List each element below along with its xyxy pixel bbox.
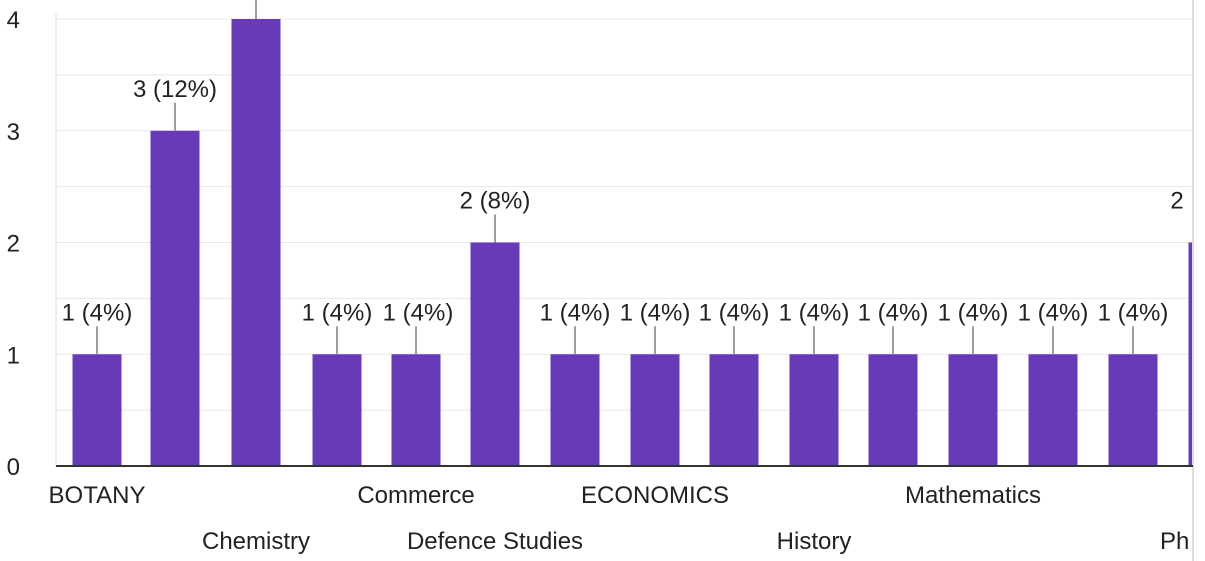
x-category-label: History — [777, 528, 852, 555]
data-label: 3 (12%) — [133, 76, 217, 103]
x-category-label: Mathematics — [905, 482, 1041, 509]
data-label: 1 (4%) — [858, 299, 929, 326]
x-category-label: BOTANY — [49, 482, 146, 509]
y-tick-label: 3 — [7, 119, 20, 146]
data-label: 1 (4%) — [620, 299, 691, 326]
y-tick-label: 2 — [7, 231, 20, 258]
y-axis-ticks: 0 1 2 3 4 — [7, 7, 20, 481]
bar — [231, 19, 281, 466]
data-label: 1 (4%) — [302, 299, 373, 326]
bar — [948, 354, 998, 466]
data-label: 1 (4%) — [540, 299, 611, 326]
bar — [72, 354, 122, 466]
x-category-label: Defence Studies — [407, 528, 583, 555]
bar — [868, 354, 918, 466]
x-category-label: Commerce — [357, 482, 474, 509]
data-label: 1 (4%) — [779, 299, 850, 326]
bar — [789, 354, 839, 466]
bar — [312, 354, 362, 466]
bar — [630, 354, 680, 466]
y-tick-label: 0 — [7, 454, 20, 481]
bar — [709, 354, 759, 466]
data-label: 2 — [1170, 188, 1183, 215]
data-label: 1 (4%) — [1098, 299, 1169, 326]
bar — [470, 242, 520, 466]
data-label: 1 (4%) — [938, 299, 1009, 326]
data-label: 1 (4%) — [62, 299, 133, 326]
data-label: 2 (8%) — [460, 188, 531, 215]
axis-lines — [55, 0, 1194, 561]
bar — [1028, 354, 1078, 466]
bar — [391, 354, 441, 466]
y-tick-label: 4 — [7, 7, 20, 34]
bar — [1108, 354, 1158, 466]
bar — [1188, 242, 1193, 466]
x-category-label: Ph — [1160, 528, 1189, 555]
x-axis-categories: BOTANY Chemistry Commerce Defence Studies EC… — [49, 482, 1190, 555]
data-label: 1 (4%) — [1018, 299, 1089, 326]
bars — [72, 19, 1193, 466]
bar — [150, 130, 200, 466]
x-category-label: Chemistry — [202, 528, 310, 555]
data-label: 1 (4%) — [699, 299, 770, 326]
data-label: 1 (4%) — [383, 299, 454, 326]
x-category-label: ECONOMICS — [581, 482, 729, 509]
y-tick-label: 1 — [7, 342, 20, 369]
bar — [550, 354, 600, 466]
data-labels: 1 (4%)3 (12%)4 (16%)1 (4%)1 (4%)2 (8%)1 … — [60, 0, 1185, 355]
gridlines — [56, 18, 1193, 411]
